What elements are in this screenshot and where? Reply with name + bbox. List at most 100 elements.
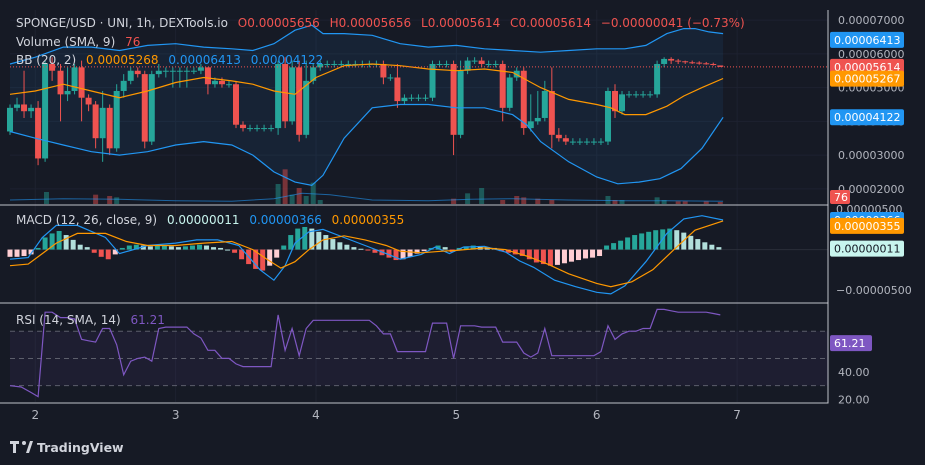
macd-tick-1: −0.00000500 xyxy=(836,284,912,297)
macd-line xyxy=(9,215,724,295)
candle-body-74 xyxy=(527,121,534,129)
bollinger-basis-line xyxy=(9,63,724,116)
candle-7 xyxy=(57,63,64,122)
macd-hist-bar-16 xyxy=(119,247,125,250)
volume-bar-15 xyxy=(514,196,520,204)
macd-hist-bar-74 xyxy=(526,249,532,260)
candle-body-17 xyxy=(127,70,134,81)
candle-body-76 xyxy=(541,90,548,118)
candle-66 xyxy=(471,57,478,64)
macd-hist-bar-76 xyxy=(540,249,546,265)
candle-16 xyxy=(120,74,127,98)
macd-badge-2-bg xyxy=(830,240,904,257)
candle-15 xyxy=(113,84,120,152)
macd-hist-bar-30 xyxy=(218,247,224,250)
candle-body-5 xyxy=(42,63,49,159)
candle-19 xyxy=(141,70,148,149)
candle-99 xyxy=(703,61,710,65)
macd-hist-bar-91 xyxy=(646,231,652,250)
macd-hist-bar-48 xyxy=(344,244,350,250)
candle-body-3 xyxy=(28,107,35,112)
candle-body-55 xyxy=(394,77,401,102)
candle-body-78 xyxy=(555,134,562,139)
candle-body-69 xyxy=(492,63,499,65)
candle-body-26 xyxy=(190,70,197,72)
macd-hist-bar-2 xyxy=(21,249,27,257)
price-badge-0-bg xyxy=(830,31,904,48)
macd-hist-bar-95 xyxy=(674,230,680,250)
candle-body-21 xyxy=(155,70,162,75)
candle-55 xyxy=(394,63,401,108)
candle-body-28 xyxy=(204,67,211,85)
macd-hist-bar-3 xyxy=(28,249,34,255)
candle-body-20 xyxy=(148,74,155,142)
candle-54 xyxy=(387,74,394,81)
bollinger-band-fill xyxy=(10,25,724,186)
candle-24 xyxy=(176,67,183,88)
macd-hist-bar-42 xyxy=(302,226,308,250)
macd-hist-bar-85 xyxy=(604,245,610,250)
candle-body-82 xyxy=(583,141,590,143)
macd-line-value: 0.00000366 xyxy=(249,213,322,227)
macd-hist-bar-101 xyxy=(716,247,722,250)
tradingview-logo-icon xyxy=(10,441,19,453)
candle-21 xyxy=(155,63,162,78)
macd-hist-bar-45 xyxy=(323,235,329,250)
macd-hist-bar-94 xyxy=(667,228,673,250)
macd-hist-bar-88 xyxy=(625,237,631,250)
symbol-label: SPONGE/USD · UNI, 1h, DEXTools.io xyxy=(16,16,228,30)
candle-88 xyxy=(626,90,633,98)
candle-body-92 xyxy=(654,63,661,95)
volume-bar-23 xyxy=(661,200,667,204)
candle-20 xyxy=(148,70,155,145)
candle-38 xyxy=(275,60,282,135)
candle-46 xyxy=(331,60,338,68)
candle-body-12 xyxy=(92,104,99,139)
candle-101 xyxy=(717,65,724,67)
price-badge-2-bg xyxy=(830,70,904,87)
macd-legend-label: MACD (12, 26, close, 9) xyxy=(16,213,157,227)
macd-hist-bar-75 xyxy=(533,249,539,263)
candle-77 xyxy=(548,67,555,149)
price-badge-3-bg xyxy=(830,109,904,126)
rsi-badge-text: 61.21 xyxy=(834,337,866,350)
rsi-legend-label: RSI (14, SMA, 14) xyxy=(16,313,121,327)
candle-80 xyxy=(569,138,576,145)
macd-hist-bar-31 xyxy=(225,249,231,251)
volume-bar-24 xyxy=(675,201,681,204)
overlay-lines xyxy=(9,24,828,187)
volume-bar-11 xyxy=(451,198,457,204)
macd-hist-bar-46 xyxy=(330,239,336,250)
volume-bar-3 xyxy=(114,197,120,204)
candle-body-7 xyxy=(57,70,64,95)
candle-body-71 xyxy=(506,77,513,108)
price-badge-2-text: 0.00005267 xyxy=(834,73,900,86)
macd-hist-bar-28 xyxy=(204,245,210,250)
candle-28 xyxy=(204,67,211,95)
candle-body-63 xyxy=(450,63,457,135)
candle-body-68 xyxy=(485,63,492,65)
candle-35 xyxy=(254,124,261,132)
candle-74 xyxy=(527,94,534,132)
ohlc-h-label: H xyxy=(330,16,339,30)
candle-76 xyxy=(541,80,548,122)
volume-bar-0 xyxy=(43,192,49,204)
candle-69 xyxy=(492,60,499,68)
candlesticks[interactable] xyxy=(7,57,724,166)
candle-18 xyxy=(134,67,141,78)
candle-body-62 xyxy=(443,63,450,65)
macd-hist-bar-6 xyxy=(49,233,55,250)
volume-bar-14 xyxy=(500,200,506,204)
candle-body-86 xyxy=(611,90,618,112)
candle-26 xyxy=(190,67,197,75)
macd-signal-line xyxy=(9,220,724,288)
candle-body-53 xyxy=(380,63,387,78)
candle-body-100 xyxy=(710,63,717,65)
candle-9 xyxy=(71,63,78,95)
candle-body-48 xyxy=(345,63,352,65)
candle-58 xyxy=(415,94,422,102)
macd-hist-bar-26 xyxy=(189,245,195,250)
candle-86 xyxy=(611,84,618,118)
price-tick-1: 0.00006000 xyxy=(838,48,904,61)
